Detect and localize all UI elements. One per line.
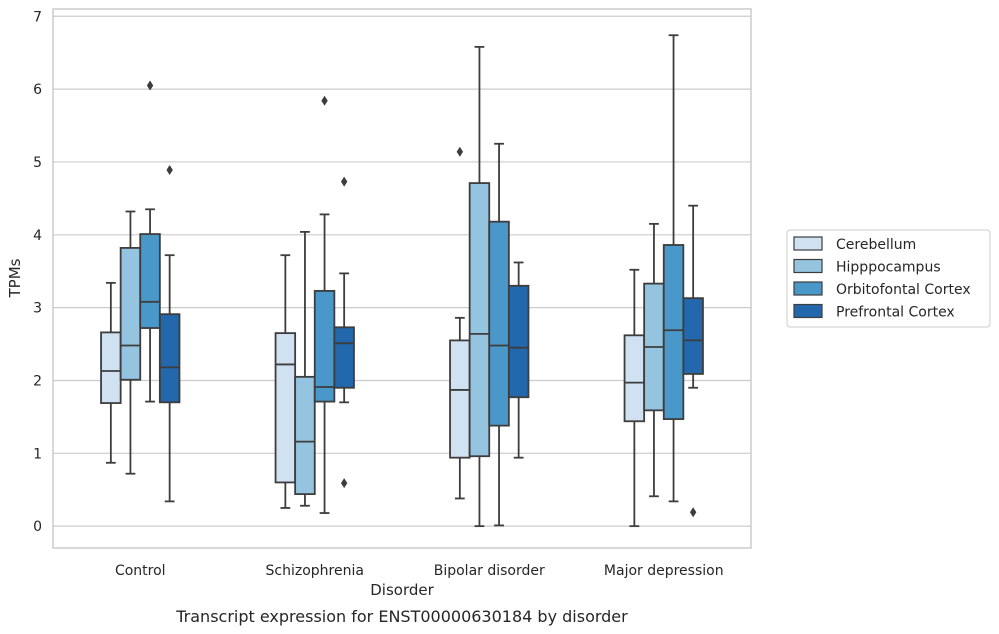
y-axis-label: TPMs — [6, 258, 24, 298]
box-group — [682, 204, 704, 518]
box-iqr — [294, 375, 316, 496]
box-group — [662, 34, 685, 503]
box-iqr — [313, 289, 336, 403]
legend-swatch — [793, 303, 823, 319]
y-tick-label: 6 — [33, 82, 42, 98]
x-tick-label: Control — [115, 563, 166, 579]
x-tick-label: Bipolar disorder — [434, 563, 545, 579]
box-iqr — [100, 331, 122, 404]
box-group — [274, 254, 297, 509]
box-iqr — [333, 326, 355, 389]
x-axis-label: Disorder — [370, 581, 434, 599]
box-group — [100, 281, 122, 464]
box-group — [488, 142, 510, 527]
y-tick-label: 4 — [33, 228, 42, 244]
y-tick-label: 3 — [33, 301, 42, 317]
box-iqr — [158, 313, 181, 404]
legend: Cerebellum Hipppocampus Orbitofontal Corte… — [786, 229, 991, 328]
box-group — [507, 261, 530, 459]
legend-label: Prefrontal Cortex — [836, 305, 955, 321]
legend-label: Orbitofontal Cortex — [836, 282, 971, 298]
y-tick-labels: 0 1 2 3 4 5 6 7 — [33, 9, 42, 535]
boxes — [100, 34, 704, 528]
box-iqr — [507, 284, 530, 399]
legend-label: Cerebellum — [836, 237, 916, 253]
outlier-point — [166, 164, 173, 175]
legend-swatch — [793, 236, 823, 251]
legend-frame — [786, 229, 991, 328]
legend-swatch — [793, 258, 823, 274]
box-group — [333, 176, 355, 489]
y-tick-label: 7 — [33, 9, 42, 25]
outlier-point — [689, 507, 697, 518]
box-iqr — [274, 332, 297, 484]
box-iqr — [682, 297, 704, 375]
box-iqr — [488, 220, 510, 427]
box-iqr — [449, 339, 471, 459]
box-iqr — [468, 182, 491, 458]
box-iqr — [662, 244, 685, 420]
box-group — [294, 230, 316, 507]
box-group — [449, 146, 471, 500]
box-iqr — [119, 247, 142, 381]
outlier-point — [340, 176, 348, 187]
plot-area-frame — [52, 8, 752, 549]
outlier-point — [340, 478, 348, 489]
outlier-point — [456, 146, 464, 157]
box-group — [313, 95, 336, 514]
x-tick-label: Major depression — [604, 563, 724, 579]
box-group — [119, 210, 142, 475]
box-group — [468, 45, 491, 528]
figure-caption: Transcript expression for ENST0000063018… — [175, 607, 628, 626]
box-iqr — [139, 233, 161, 329]
legend-swatch — [793, 281, 823, 296]
y-tick-label: 2 — [33, 373, 42, 389]
y-tick-label: 0 — [33, 519, 42, 535]
x-tick-label: Schizophrenia — [266, 563, 364, 579]
outlier-point — [146, 80, 154, 91]
legend-label: Hipppocampus — [836, 260, 941, 276]
x-tick-labels: Control Schizophrenia Bipolar disorder Majo… — [115, 563, 724, 579]
box-group — [158, 164, 181, 503]
y-tick-label: 5 — [33, 155, 42, 171]
box-group — [643, 222, 665, 498]
y-tick-label: 1 — [33, 446, 42, 462]
box-iqr — [623, 334, 646, 423]
box-group — [139, 80, 161, 403]
outlier-point — [321, 95, 328, 106]
